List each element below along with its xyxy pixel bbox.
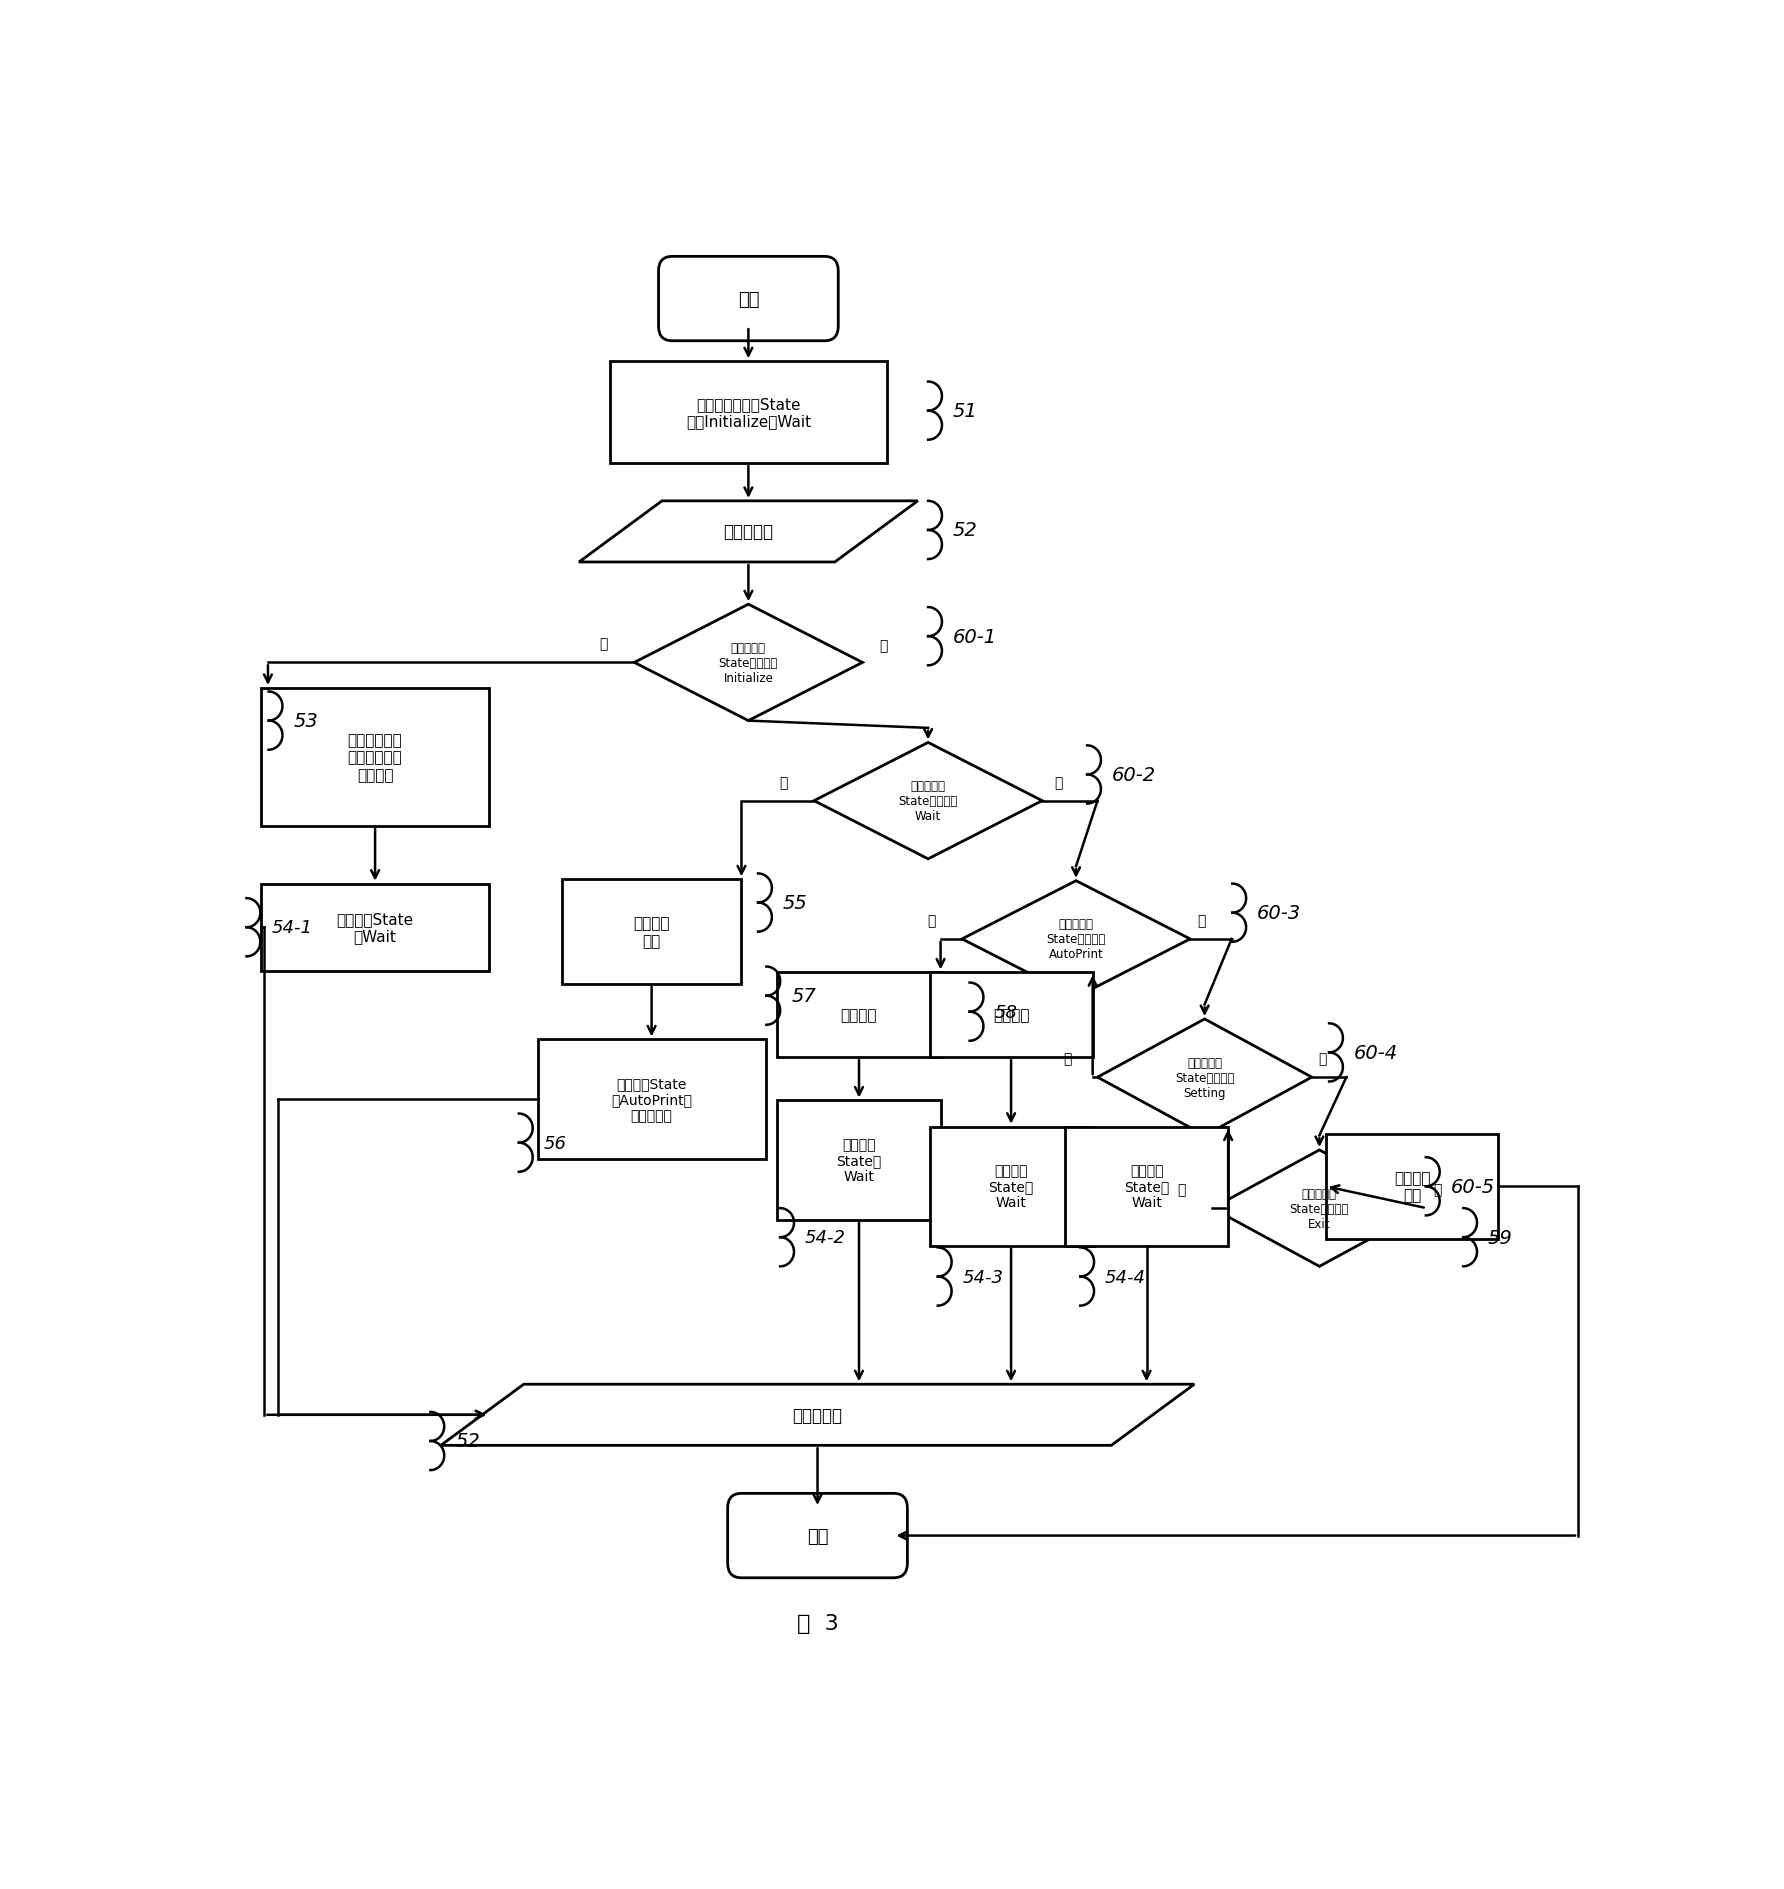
- Text: 59: 59: [1488, 1228, 1513, 1247]
- Text: 判断状态字
State是否等于
AutoPrint: 判断状态字 State是否等于 AutoPrint: [1047, 918, 1106, 962]
- Text: 置状态字
State为
Wait: 置状态字 State为 Wait: [988, 1164, 1033, 1209]
- Bar: [1326, 1133, 1499, 1239]
- Text: 57: 57: [792, 986, 815, 1005]
- Text: 是: 是: [599, 637, 608, 652]
- Text: 是: 是: [1063, 1052, 1070, 1065]
- Text: 置状态字
State为
Wait: 置状态字 State为 Wait: [837, 1137, 881, 1184]
- Text: 图  3: 图 3: [797, 1613, 838, 1632]
- Text: 否: 否: [1197, 914, 1206, 927]
- Text: 开始: 开始: [737, 291, 760, 308]
- Polygon shape: [1097, 1020, 1311, 1135]
- Text: 否: 否: [1318, 1052, 1327, 1065]
- Text: 60-2: 60-2: [1111, 765, 1156, 784]
- Text: 60-1: 60-1: [953, 627, 997, 646]
- Text: 是: 是: [780, 774, 789, 790]
- Text: 54-2: 54-2: [805, 1228, 846, 1247]
- Polygon shape: [814, 742, 1042, 859]
- Text: 54-1: 54-1: [271, 918, 312, 937]
- Bar: [778, 1101, 940, 1220]
- Text: 54-4: 54-4: [1104, 1268, 1145, 1286]
- Text: 否: 否: [1054, 774, 1063, 790]
- Text: 是: 是: [928, 914, 937, 927]
- Text: 否: 否: [880, 638, 887, 652]
- Text: 各运动轴归零
及其它系统初
始化动作: 各运动轴归零 及其它系统初 始化动作: [348, 733, 403, 782]
- Text: 55: 55: [783, 893, 808, 912]
- Bar: [537, 1039, 765, 1160]
- Text: 系统退出
处理: 系统退出 处理: [1393, 1171, 1431, 1203]
- Polygon shape: [580, 502, 917, 563]
- Text: 60-4: 60-4: [1354, 1043, 1399, 1062]
- Bar: [1065, 1128, 1227, 1247]
- Text: 等待用户
指令: 等待用户 指令: [633, 916, 669, 948]
- Polygon shape: [1213, 1150, 1427, 1268]
- Text: 否: 否: [1177, 1183, 1186, 1196]
- Text: 判断状态字
State是否等于
Setting: 判断状态字 State是否等于 Setting: [1176, 1056, 1235, 1099]
- Text: 停止: 停止: [806, 1526, 828, 1545]
- Text: 判断状态字
State是否等于
Wait: 判断状态字 State是否等于 Wait: [899, 780, 958, 824]
- Text: 60-3: 60-3: [1258, 903, 1301, 922]
- Text: 置状态字
State为
Wait: 置状态字 State为 Wait: [1124, 1164, 1169, 1209]
- Text: 置状态字State
为AutoPrint或
其它状态字: 置状态字State 为AutoPrint或 其它状态字: [612, 1077, 692, 1122]
- Text: 51: 51: [953, 402, 978, 421]
- Text: 56: 56: [544, 1133, 567, 1152]
- Text: 52: 52: [953, 521, 978, 540]
- Bar: [562, 880, 742, 984]
- Bar: [929, 973, 1092, 1058]
- Bar: [778, 973, 940, 1058]
- Text: 参数设置: 参数设置: [994, 1007, 1029, 1022]
- Bar: [929, 1128, 1092, 1247]
- Bar: [260, 688, 489, 827]
- Text: 状态字初始化，State
置入Initialize和Wait: 状态字初始化，State 置入Initialize和Wait: [685, 397, 812, 429]
- Polygon shape: [441, 1385, 1193, 1445]
- Polygon shape: [635, 604, 862, 722]
- Text: 判断状态字
State是否等于
Exit: 判断状态字 State是否等于 Exit: [1290, 1186, 1349, 1230]
- Text: 60-5: 60-5: [1450, 1177, 1495, 1196]
- Text: 是: 是: [1433, 1183, 1441, 1196]
- Text: 判断状态字
State是否等于
Initialize: 判断状态字 State是否等于 Initialize: [719, 642, 778, 684]
- Text: 置状态字State
为Wait: 置状态字State 为Wait: [337, 912, 414, 944]
- Text: 58: 58: [994, 1003, 1017, 1022]
- FancyBboxPatch shape: [658, 257, 838, 342]
- Text: 自动印刷: 自动印刷: [840, 1007, 878, 1022]
- Text: 状态机循环: 状态机循环: [723, 523, 774, 540]
- Bar: [260, 884, 489, 971]
- Text: 52: 52: [455, 1432, 480, 1451]
- Bar: [610, 363, 887, 465]
- Text: 状态机循环: 状态机循环: [792, 1405, 842, 1424]
- Text: 53: 53: [294, 712, 318, 731]
- Polygon shape: [962, 880, 1190, 997]
- FancyBboxPatch shape: [728, 1494, 908, 1577]
- Text: 54-3: 54-3: [963, 1268, 1004, 1286]
